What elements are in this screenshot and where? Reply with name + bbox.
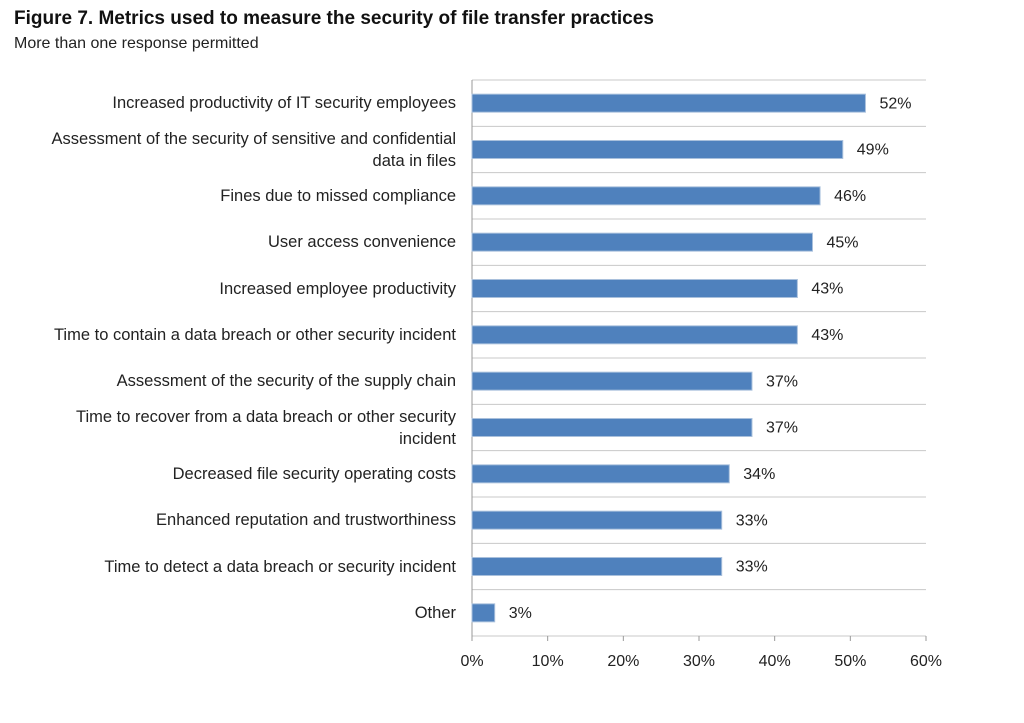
x-tick-label: 20% [607,653,639,670]
category-label: Fines due to missed compliance [220,186,456,205]
bar [471,603,496,623]
value-label: 45% [827,234,859,251]
bar [471,464,730,484]
value-label: 33% [736,512,768,529]
value-label: 43% [811,281,843,298]
value-label: 43% [811,327,843,344]
value-label: 33% [736,559,768,576]
bar [471,140,844,159]
value-label: 49% [857,142,889,159]
x-tick-label: 0% [460,653,483,670]
value-label: 37% [766,420,798,437]
value-label: 46% [834,188,866,205]
category-label: Time to recover from a data breach or ot… [76,407,456,448]
bar [471,186,821,206]
value-label: 52% [879,95,911,112]
category-label: Assessment of the security of the supply… [116,372,456,391]
chart-subtitle: More than one response permitted [14,35,259,52]
bar [471,279,798,298]
bar [471,93,866,113]
x-tick-label: 60% [910,653,942,670]
bar [471,232,813,252]
x-tick-label: 50% [834,653,866,670]
bar [471,510,723,530]
category-label: Decreased file security operating costs [172,464,456,483]
category-label: Time to detect a data breach or security… [104,557,456,576]
value-label: 34% [743,466,775,483]
category-label: Other [414,603,456,622]
category-label: Assessment of the security of sensitive … [51,129,456,170]
x-tick-label: 40% [759,653,791,670]
category-label: Enhanced reputation and trustworthiness [156,511,456,530]
category-label: Increased productivity of IT security em… [112,94,456,113]
bar [471,418,753,437]
value-label: 37% [766,373,798,390]
bar [471,371,753,391]
category-label: User access convenience [267,233,456,252]
x-tick-label: 30% [683,653,715,670]
bar [471,557,723,576]
chart-title: Figure 7. Metrics used to measure the se… [14,8,654,29]
bar [471,325,798,345]
x-tick-label: 10% [532,653,564,670]
category-label: Time to contain a data breach or other s… [53,325,456,344]
value-label: 3% [509,605,532,622]
category-label: Increased employee productivity [219,279,456,298]
